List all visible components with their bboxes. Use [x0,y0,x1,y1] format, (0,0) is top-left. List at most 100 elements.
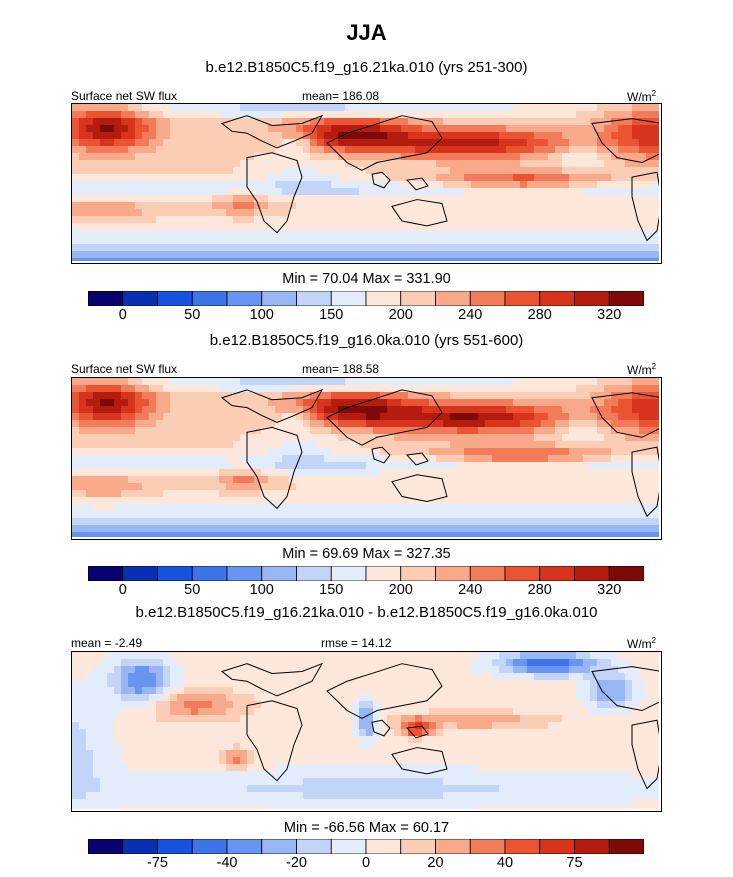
colorbar-1-ticks: 0 50 100 150 200 240 280 320 [88,307,644,323]
colorbar-2-box-4 [191,566,228,581]
colorbar-3-box-12 [469,839,506,854]
colorbar-1-tick-label: 320 [597,307,622,323]
coastline [220,388,659,518]
colorbar-2-box-2 [122,566,158,581]
colorbar-3-tick-label: -20 [286,855,307,871]
panel-2-left-label: Surface net SW flux [71,362,178,376]
colorbar-2-box-15 [574,566,610,581]
colorbar-2-box-13 [504,566,541,581]
panel-1-left-label: Surface net SW flux [71,89,178,103]
panel-3-center-label: rmse = 14.12 [321,636,392,650]
colorbar-3-tick-label: -40 [216,855,238,871]
colorbar-1 [88,291,644,306]
colorbar-1-box-11 [435,291,471,306]
colorbar-3-box-6 [261,839,297,854]
colorbar-3-tick-label: 40 [496,855,514,871]
colorbar-2-box-16 [608,566,644,581]
colorbar-1-box-2 [122,291,158,306]
colorbar-3-box-8 [330,839,367,854]
colorbar-2-box-3 [157,566,193,581]
panel-1-center-label: mean= 186.08 [302,89,380,103]
colorbar-2-box-12 [469,566,506,581]
panel-3-minmax: Min = -66.56 Max = 60.17 [283,820,450,836]
colorbar-2-box-1 [88,566,124,581]
colorbar-3-box-10 [400,839,436,854]
panel-1-units-exp: 2 [651,89,657,98]
panel-2-map [71,377,662,540]
panel-2-subtitle: b.e12.B1850C5.f19_g16.0ka.010 (yrs 551-6… [209,332,524,349]
colorbar-2-tick-label: 200 [388,582,413,598]
colorbar-1-box-1 [88,291,124,306]
colorbar-3-box-2 [122,839,158,854]
panel-1-units: W/m2 [627,89,656,104]
colorbar-1-box-9 [365,291,402,306]
panel-1-map [71,103,662,264]
colorbar-2-tick-label: 50 [184,582,201,598]
colorbar-1-tick-label: 50 [184,307,201,323]
colorbar-1-tick-label: 100 [249,307,274,323]
panel-2-units-base: W/m [627,363,652,377]
colorbar-1-box-13 [504,291,541,306]
colorbar-3-tick-label: 0 [361,855,371,871]
colorbar-3-tick-label: 75 [566,855,583,871]
colorbar-3-box-11 [435,839,471,854]
panel-2-units: W/m2 [627,362,656,377]
colorbar-2-tick-label: 100 [249,582,274,598]
colorbar-2-box-6 [261,566,297,581]
colorbar-1-tick-label: 240 [458,307,483,323]
colorbar-2-tick-label: 320 [597,582,622,598]
colorbar-2-tick-label: 280 [527,582,552,598]
panel-3-left-label: mean = -2.49 [71,636,143,650]
colorbar-1-box-15 [574,291,610,306]
colorbar-1-box-8 [330,291,367,306]
colorbar-1-box-16 [608,291,644,306]
colorbar-2-box-8 [330,566,367,581]
colorbar-1-box-7 [296,291,332,306]
colorbar-1-box-4 [191,291,228,306]
colorbar-3-box-5 [226,839,263,854]
colorbar-3-box-15 [574,839,610,854]
colorbar-1-box-3 [157,291,193,306]
colorbar-1-box-5 [226,291,263,306]
panel-3-units: W/m2 [627,636,656,651]
colorbar-1-tick-label: 200 [388,307,413,323]
colorbar-3-box-4 [191,839,228,854]
colorbar-1-box-10 [400,291,436,306]
colorbar-1-box-14 [539,291,575,306]
colorbar-2 [88,566,644,581]
panel-1-units-base: W/m [627,90,652,104]
colorbar-3-box-3 [157,839,193,854]
panel-3-units-exp: 2 [651,636,657,645]
colorbar-2-tick-label: 240 [458,582,483,598]
panel-1-subtitle: b.e12.B1850C5.f19_g16.21ka.010 (yrs 251-… [205,59,528,76]
coastline [220,662,659,790]
colorbar-2-box-9 [365,566,402,581]
colorbar-2-box-10 [400,566,436,581]
colorbar-3-box-16 [608,839,644,854]
panel-1-minmax: Min = 70.04 Max = 331.90 [282,271,451,287]
coastline [220,114,659,242]
colorbar-2-box-7 [296,566,332,581]
colorbar-3-box-9 [365,839,402,854]
colorbar-2-ticks: 0 50 100 150 200 240 280 320 [88,582,644,598]
colorbar-3 [88,839,644,854]
colorbar-3-box-13 [504,839,541,854]
colorbar-2-tick-label: 150 [319,582,344,598]
panel-2-units-exp: 2 [651,362,657,371]
panel-3-units-base: W/m [627,637,652,651]
panel-3-subtitle: b.e12.B1850C5.f19_g16.21ka.010 - b.e12.B… [135,604,598,621]
colorbar-2-tick-label: 0 [118,582,127,598]
panel-2-minmax: Min = 69.69 Max = 327.35 [282,546,451,562]
figure-title: JJA [346,20,387,45]
colorbar-1-tick-label: 280 [527,307,552,323]
colorbar-3-tick-label: 20 [427,855,444,871]
colorbar-3-box-14 [539,839,575,854]
colorbar-1-tick-label: 150 [319,307,344,323]
colorbar-2-box-5 [226,566,263,581]
colorbar-2-box-14 [539,566,575,581]
colorbar-3-box-1 [88,839,124,854]
colorbar-3-tick-label: -75 [147,855,168,871]
colorbar-2-box-11 [435,566,471,581]
colorbar-3-ticks: -75 -40 -20 0 20 40 75 [88,855,644,871]
colorbar-1-box-12 [469,291,506,306]
